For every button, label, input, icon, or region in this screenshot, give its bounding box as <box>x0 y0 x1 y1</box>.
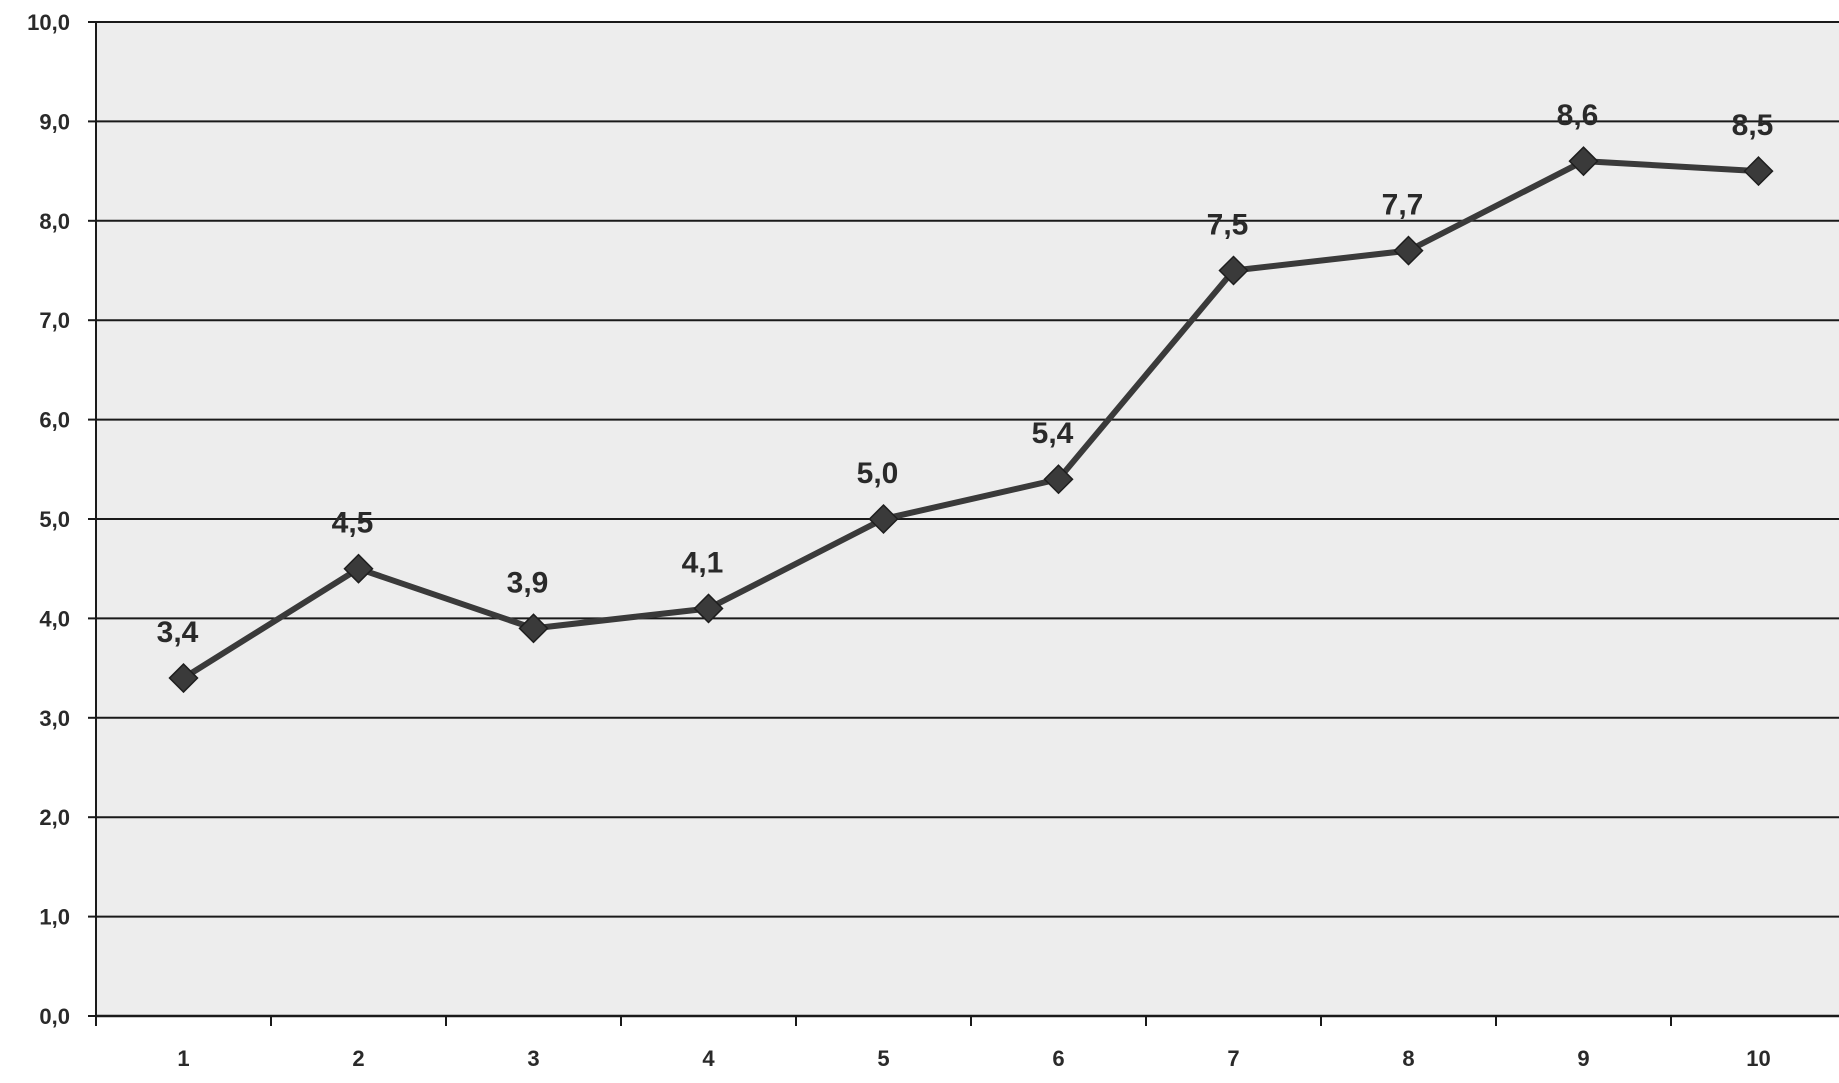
data-point-marker <box>868 503 899 535</box>
data-point-marker <box>1568 146 1599 177</box>
data-label: 8,5 <box>1732 109 1774 142</box>
data-point-marker <box>1743 156 1774 187</box>
x-axis-tick-labels: 1 2 3 4 5 6 7 8 9 10 <box>177 1046 1770 1071</box>
data-labels: 3,4 4,5 3,9 4,1 5,0 5,4 7,5 7,7 8,6 8,5 <box>157 99 1774 649</box>
y-tick-label: 10,0 <box>27 10 70 35</box>
y-axis-tick-labels: 0,0 1,0 2,0 3,0 4,0 5,0 6,0 7,0 8,0 9,0 10,0 <box>27 10 70 1029</box>
data-point-marker <box>518 613 549 644</box>
x-tick-label: 8 <box>1402 1046 1414 1071</box>
data-label: 3,4 <box>157 616 199 649</box>
data-label: 3,9 <box>507 566 549 599</box>
x-tick-label: 3 <box>527 1046 539 1071</box>
x-tick-label: 9 <box>1577 1046 1589 1071</box>
series-line <box>181 158 1759 681</box>
x-tick-label: 7 <box>1227 1046 1239 1071</box>
data-label: 8,6 <box>1557 99 1599 132</box>
y-tick-label: 0,0 <box>39 1004 70 1029</box>
data-label: 5,4 <box>1032 417 1074 450</box>
x-tick-label: 6 <box>1052 1046 1064 1071</box>
data-point-marker <box>693 593 724 624</box>
gridlines <box>88 21 1839 1017</box>
y-tick-label: 9,0 <box>39 109 70 134</box>
y-tick-label: 3,0 <box>39 706 70 731</box>
y-tick-label: 4,0 <box>39 606 70 631</box>
y-tick-label: 7,0 <box>39 308 70 333</box>
x-tick-label: 2 <box>352 1046 364 1071</box>
data-point-marker <box>168 662 199 694</box>
y-tick-label: 5,0 <box>39 507 70 532</box>
y-tick-label: 1,0 <box>39 905 70 930</box>
data-label: 7,7 <box>1382 189 1424 222</box>
data-label: 7,5 <box>1207 209 1249 242</box>
x-tick-label: 4 <box>702 1046 715 1071</box>
data-point-marker <box>1043 464 1074 495</box>
x-tick-label: 5 <box>877 1046 889 1071</box>
data-point-marker <box>1218 255 1249 286</box>
axes <box>95 22 1839 1026</box>
data-label: 4,1 <box>682 546 724 579</box>
x-tick-label: 10 <box>1746 1046 1770 1071</box>
data-point-marker <box>1393 235 1424 266</box>
x-tick-label: 1 <box>177 1046 189 1071</box>
data-label: 4,5 <box>332 507 374 540</box>
series-line-group <box>181 158 1759 681</box>
series-markers <box>168 146 1774 694</box>
y-tick-label: 6,0 <box>39 408 70 433</box>
data-label: 5,0 <box>857 457 899 490</box>
y-tick-label: 8,0 <box>39 209 70 234</box>
data-point-marker <box>343 553 374 584</box>
y-tick-label: 2,0 <box>39 805 70 830</box>
